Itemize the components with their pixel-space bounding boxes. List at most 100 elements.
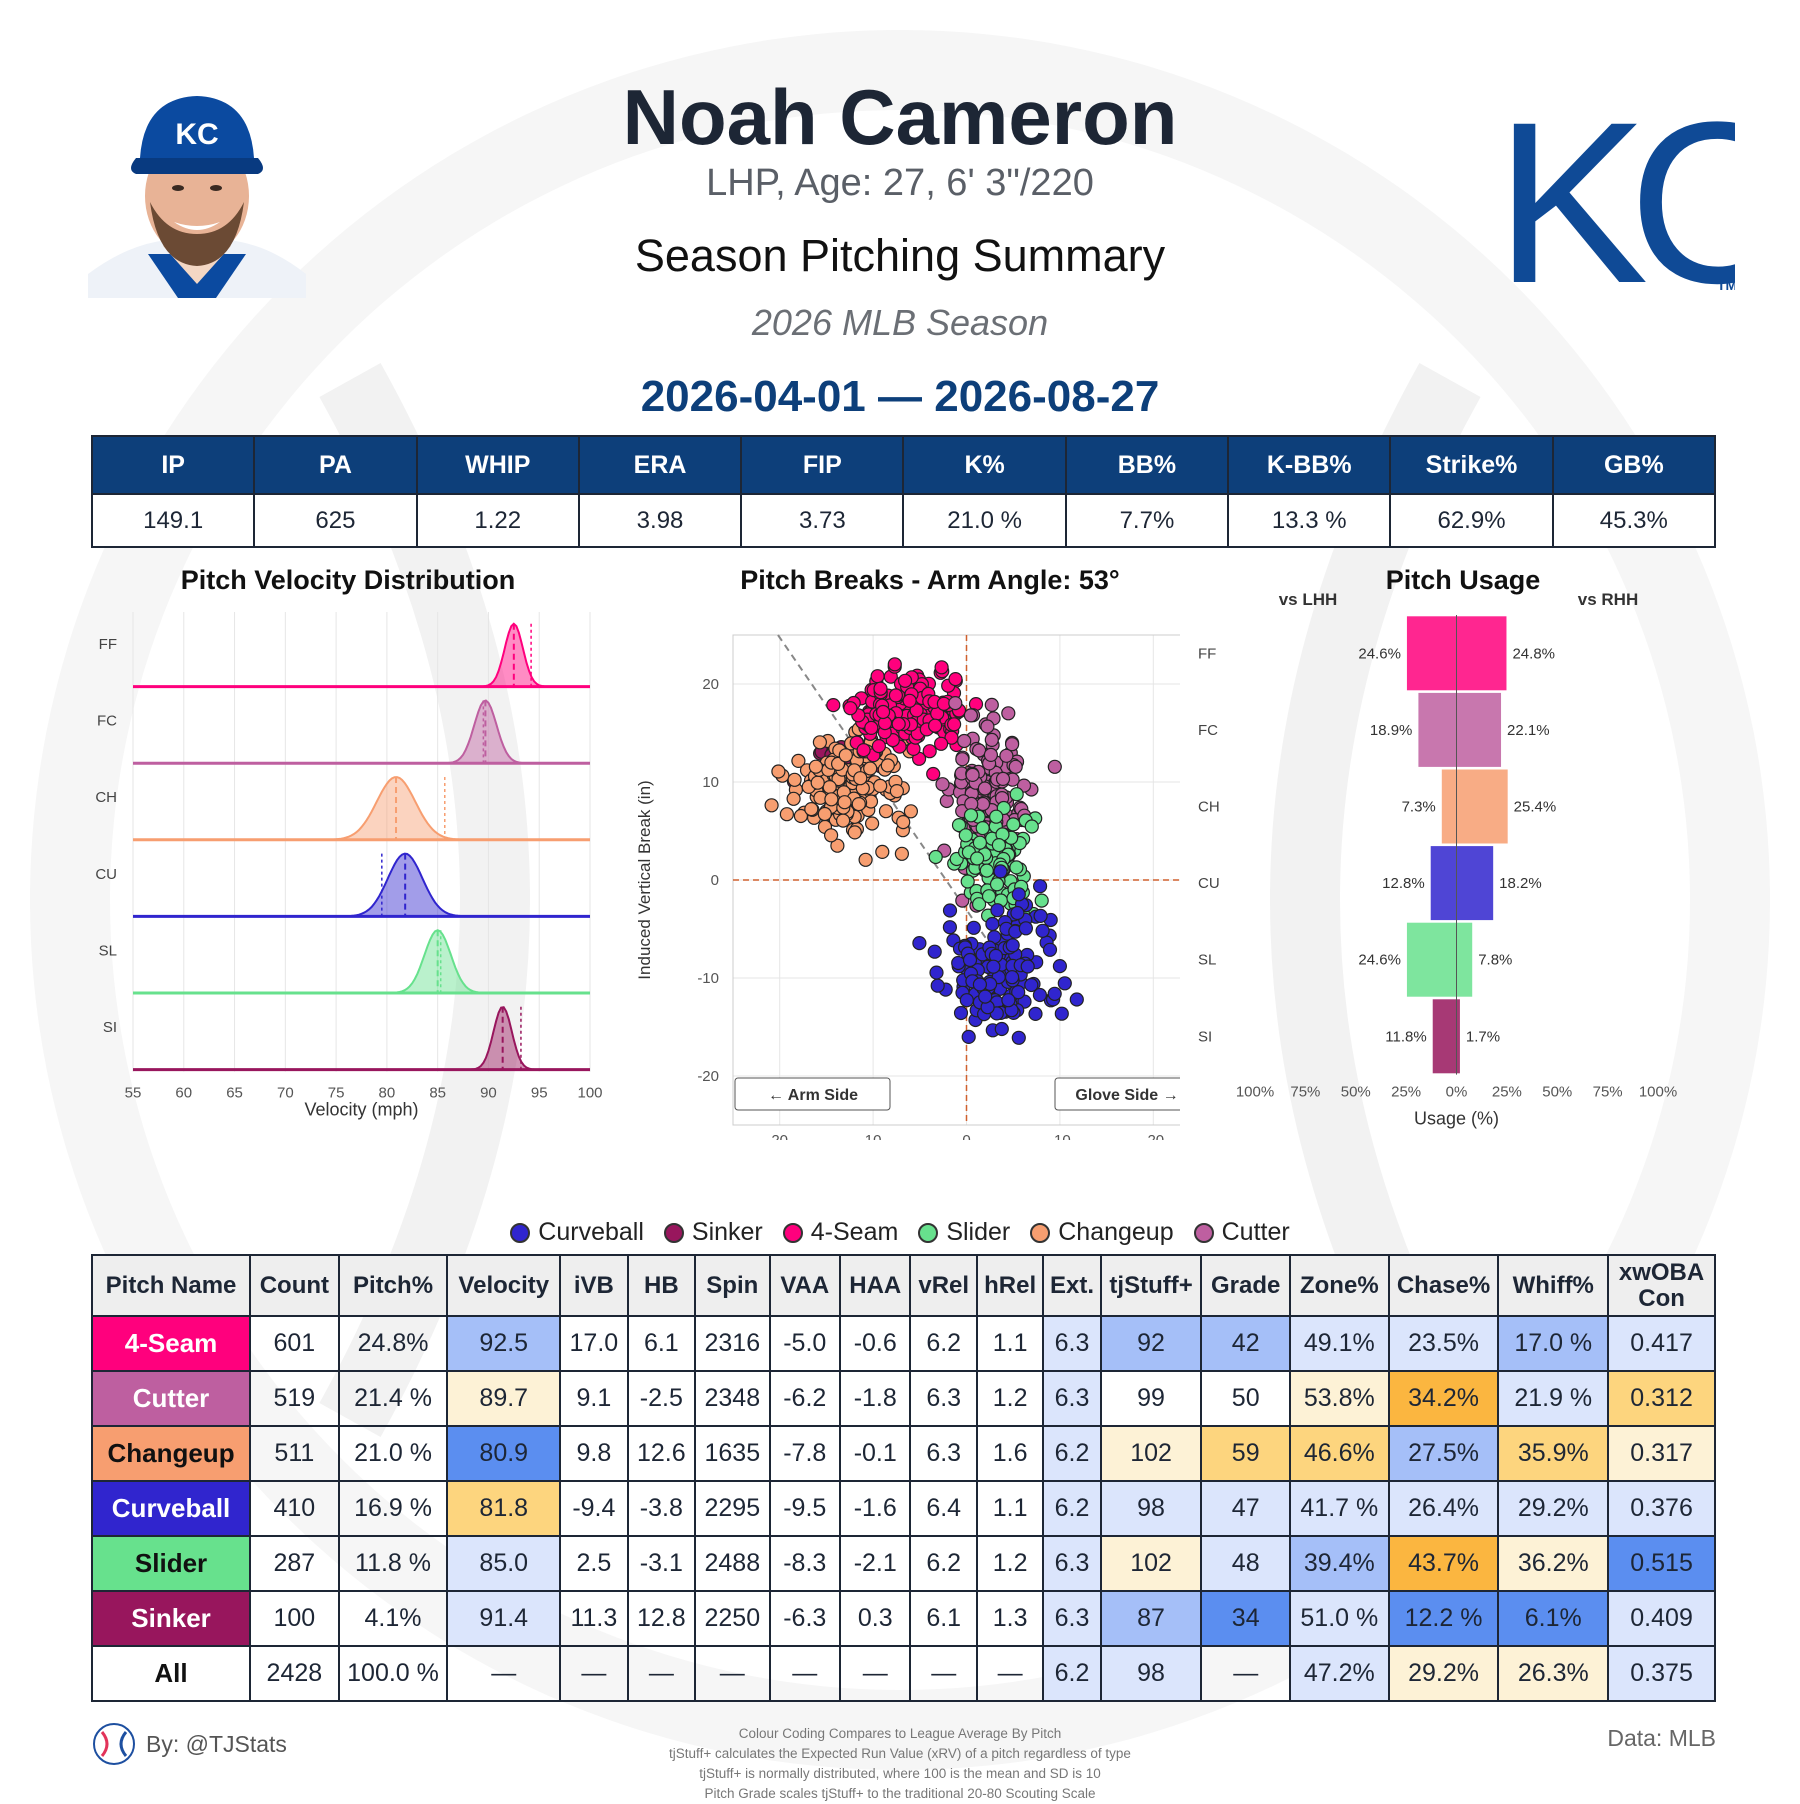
point-CU (942, 903, 958, 918)
point-CU (972, 977, 987, 992)
x-tick-label: 65 (226, 1085, 243, 1102)
point-FF (871, 739, 886, 754)
pitch-value-cell: 6.2 (909, 1535, 978, 1592)
pitch-table-row: All 2428 100.0 % — — — — — — — —6.2 98—47.2% 29.2% 26… (90, 1645, 1716, 1702)
density-area-FF (133, 622, 590, 688)
pitch-value-cell: 98 (1099, 1480, 1203, 1537)
pitch-value-cell: 16.9 % (337, 1480, 449, 1537)
stats-value-cell: 3.73 (740, 493, 905, 548)
point-CH (793, 808, 808, 824)
pitch-value-cell: 85.0 (446, 1535, 562, 1592)
point-CU (1035, 923, 1050, 938)
point-CH (771, 764, 786, 779)
x-tick-label: 50% (1341, 1084, 1371, 1101)
x-tick-label: 60 (175, 1085, 192, 1102)
point-SL (981, 889, 997, 904)
point-FF (864, 720, 879, 736)
point-CU (942, 920, 957, 935)
usage-bar-right-CH (1456, 769, 1508, 844)
pitch-value-cell: — (559, 1645, 629, 1702)
point-CU (1054, 1006, 1069, 1021)
pitch-value-cell: 34.2% (1387, 1370, 1500, 1427)
legend-label: Changeup (1058, 1218, 1174, 1246)
point-CH (837, 795, 852, 810)
point-CH (896, 815, 911, 830)
usage-right-label: vs RHH (1578, 590, 1638, 609)
legend-swatch (1193, 1222, 1214, 1243)
pitch-value-cell: 53.8% (1289, 1370, 1390, 1427)
point-SL (975, 821, 990, 836)
pitch-value-cell: 17.0 (559, 1315, 629, 1372)
point-CH (830, 838, 845, 853)
point-FC (995, 771, 1011, 786)
pitch-value-cell: 0.409 (1607, 1590, 1716, 1647)
usage-left-label: vs LHH (1279, 590, 1338, 609)
point-CH (764, 798, 779, 813)
pitch-value-cell: 99 (1099, 1370, 1203, 1427)
usage-row-label: FC (1198, 722, 1218, 739)
point-CU (959, 993, 974, 1008)
point-CH (786, 791, 801, 806)
pitch-value-cell: 80.9 (446, 1425, 562, 1482)
pitch-name-cell: Changeup (90, 1425, 252, 1482)
pitch-value-cell: 26.3% (1497, 1645, 1610, 1702)
pitch-value-cell: 601 (249, 1315, 340, 1372)
point-FC (975, 796, 991, 812)
pitch-value-cell: 0.3 (839, 1590, 912, 1647)
pitch-value-cell: 26.4% (1387, 1480, 1500, 1537)
point-FF (888, 688, 903, 703)
pitch-value-cell: 9.8 (559, 1425, 629, 1482)
point-FC (955, 752, 970, 767)
pitch-value-cell: 0.376 (1607, 1480, 1716, 1537)
point-CU (1042, 942, 1058, 957)
pitch-value-cell: 47.2% (1289, 1645, 1390, 1702)
stats-header-cell: WHIP (415, 435, 580, 495)
team-logo: KC TM (1495, 82, 1735, 304)
point-CH (853, 771, 868, 786)
usage-value-left: 12.8% (1382, 875, 1425, 892)
player-headshot: KC (88, 96, 306, 298)
point-CU (927, 944, 942, 959)
pitch-value-cell: 17.0 % (1497, 1315, 1610, 1372)
point-SL (991, 838, 1006, 853)
point-SL (970, 851, 985, 866)
pitch-value-cell: -6.2 (768, 1370, 842, 1427)
pitch-value-cell: 6.3 (1042, 1535, 1102, 1592)
arm-angle-line (777, 634, 1015, 979)
usage-bar-right-CU (1456, 846, 1494, 921)
x-tick-label: 0 (962, 1132, 970, 1140)
pitch-row-label: CH (95, 789, 117, 806)
usage-bar-left-SL (1406, 922, 1457, 997)
point-SL (1024, 819, 1039, 834)
point-FC (980, 719, 995, 734)
point-SL (972, 835, 987, 850)
season-label: 2026 MLB Season (751, 302, 1049, 343)
pitch-value-cell: 6.2 (1042, 1645, 1102, 1702)
point-SL (958, 828, 973, 843)
pitch-value-cell: 410 (249, 1480, 340, 1537)
stats-value-cell: 149.1 (90, 493, 256, 548)
pitch-row-label: SI (103, 1019, 117, 1036)
stats-value-cell: 7.7% (1064, 493, 1230, 548)
glove-side-box (1054, 1077, 1180, 1111)
pitch-value-cell: 0.317 (1607, 1425, 1716, 1482)
pitch-value-cell: 36.2% (1497, 1535, 1610, 1592)
pitch-value-cell: 34 (1200, 1590, 1291, 1647)
point-FF (826, 697, 841, 713)
legend-swatch (918, 1222, 939, 1243)
pitch-value-cell: — (909, 1645, 978, 1702)
density-area-CH (133, 776, 590, 841)
pitch-value-cell: 29.2% (1497, 1480, 1610, 1537)
point-CH (863, 761, 878, 776)
stats-header-cell: BB% (1064, 435, 1230, 495)
legend-label: 4-Seam (810, 1218, 899, 1246)
y-tick-label: 0 (711, 872, 719, 889)
point-FF (898, 673, 913, 688)
point-FF (926, 766, 941, 782)
point-FC (939, 793, 954, 809)
point-FF (934, 736, 949, 751)
pitch-value-cell: 519 (249, 1370, 340, 1427)
point-SL (1006, 817, 1021, 832)
pitch-value-cell: 35.9% (1497, 1425, 1610, 1482)
pitch-value-cell: 87 (1099, 1590, 1203, 1647)
